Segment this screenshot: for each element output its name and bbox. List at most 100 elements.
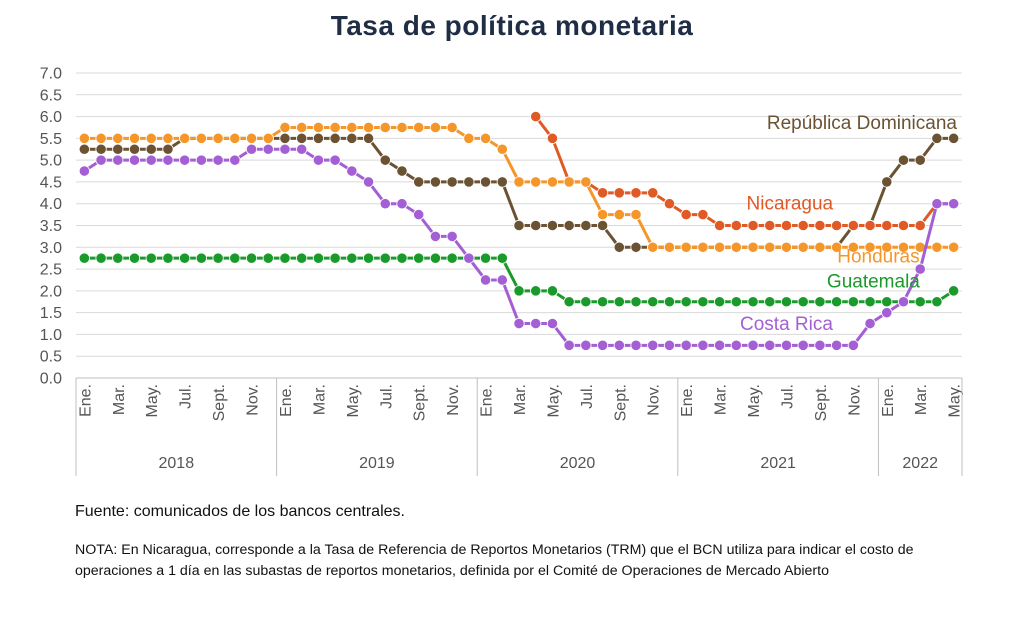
x-tick-label: Jul. bbox=[779, 384, 796, 409]
data-point bbox=[680, 241, 692, 253]
data-point bbox=[897, 219, 910, 232]
data-point bbox=[764, 219, 776, 232]
data-point bbox=[546, 219, 559, 232]
series-label: Nicaragua bbox=[747, 193, 834, 214]
x-tick-label: Nov. bbox=[846, 384, 863, 416]
y-tick-label: 5.5 bbox=[40, 131, 62, 148]
data-point bbox=[530, 110, 542, 123]
data-point bbox=[714, 339, 726, 351]
data-point bbox=[446, 176, 458, 188]
data-point bbox=[797, 241, 809, 253]
data-point bbox=[513, 317, 525, 330]
y-tick-label: 1.0 bbox=[40, 327, 62, 344]
data-point bbox=[596, 339, 609, 351]
data-point bbox=[346, 121, 358, 134]
data-point bbox=[429, 176, 442, 188]
data-point bbox=[530, 219, 542, 232]
data-point bbox=[446, 252, 458, 264]
data-point bbox=[814, 296, 826, 308]
data-point bbox=[764, 296, 776, 308]
x-tick-label: May. bbox=[144, 384, 161, 417]
data-point bbox=[881, 241, 893, 253]
data-point bbox=[245, 143, 258, 155]
x-tick-label: Nov. bbox=[245, 384, 262, 416]
data-point bbox=[931, 241, 943, 253]
data-point bbox=[596, 187, 609, 199]
data-point bbox=[814, 219, 826, 232]
data-point bbox=[479, 176, 492, 188]
data-point bbox=[546, 285, 559, 297]
x-tick-label: Sept. bbox=[211, 384, 228, 421]
data-point bbox=[379, 252, 391, 264]
year-label: 2018 bbox=[159, 455, 195, 472]
data-point bbox=[145, 132, 157, 144]
data-point bbox=[145, 154, 157, 166]
data-point bbox=[128, 143, 141, 155]
data-point bbox=[730, 339, 742, 351]
data-point bbox=[479, 132, 492, 144]
data-point bbox=[580, 296, 592, 308]
data-point bbox=[914, 154, 926, 166]
data-point bbox=[948, 132, 960, 144]
data-point bbox=[195, 154, 207, 166]
data-point bbox=[914, 296, 926, 308]
data-point bbox=[162, 252, 174, 264]
data-point bbox=[396, 252, 408, 264]
data-point bbox=[112, 132, 124, 144]
chart-title: Tasa de política monetaria bbox=[330, 10, 694, 41]
data-point bbox=[279, 252, 291, 264]
data-point bbox=[613, 241, 625, 253]
data-point bbox=[680, 296, 692, 308]
data-point bbox=[780, 241, 793, 253]
data-point bbox=[413, 209, 425, 221]
data-point bbox=[379, 154, 391, 166]
data-point bbox=[212, 154, 224, 166]
data-point bbox=[179, 132, 191, 144]
x-tick-label: Sept. bbox=[813, 384, 830, 421]
year-label: 2020 bbox=[560, 455, 596, 472]
data-point bbox=[112, 252, 124, 264]
y-tick-label: 4.0 bbox=[40, 196, 62, 213]
data-point bbox=[546, 317, 559, 330]
data-point bbox=[663, 198, 676, 210]
x-tick-label: Ene. bbox=[479, 384, 496, 417]
data-point bbox=[78, 165, 90, 177]
x-tick-label: May. bbox=[545, 384, 562, 417]
data-point bbox=[463, 252, 475, 264]
data-point bbox=[864, 296, 876, 308]
data-point bbox=[296, 121, 308, 134]
data-point bbox=[296, 143, 308, 155]
x-tick-label: May. bbox=[345, 384, 362, 417]
data-point bbox=[680, 209, 692, 221]
data-point bbox=[296, 252, 308, 264]
x-tick-label: Jul. bbox=[378, 384, 395, 409]
data-point bbox=[145, 252, 157, 264]
data-point bbox=[747, 339, 759, 351]
data-point bbox=[496, 143, 508, 155]
data-point bbox=[245, 132, 258, 144]
data-point bbox=[346, 252, 358, 264]
data-point bbox=[262, 132, 274, 144]
data-point bbox=[279, 121, 291, 134]
data-point bbox=[396, 165, 408, 177]
y-tick-label: 1.5 bbox=[40, 305, 62, 322]
data-point bbox=[797, 296, 809, 308]
data-point bbox=[663, 241, 676, 253]
data-point bbox=[78, 143, 90, 155]
data-point bbox=[764, 339, 776, 351]
y-tick-label: 3.0 bbox=[40, 240, 62, 257]
data-point bbox=[496, 252, 508, 264]
x-tick-label: Ene. bbox=[880, 384, 897, 417]
data-point bbox=[195, 132, 207, 144]
y-tick-label: 7.0 bbox=[40, 66, 62, 83]
data-point bbox=[697, 241, 709, 253]
data-point bbox=[881, 219, 893, 232]
data-point bbox=[647, 187, 659, 199]
data-point bbox=[546, 132, 559, 144]
data-point bbox=[329, 121, 341, 134]
series-costa-rica bbox=[78, 143, 960, 351]
data-point bbox=[630, 296, 642, 308]
data-point bbox=[747, 296, 759, 308]
data-point bbox=[730, 241, 742, 253]
year-label: 2019 bbox=[359, 455, 395, 472]
